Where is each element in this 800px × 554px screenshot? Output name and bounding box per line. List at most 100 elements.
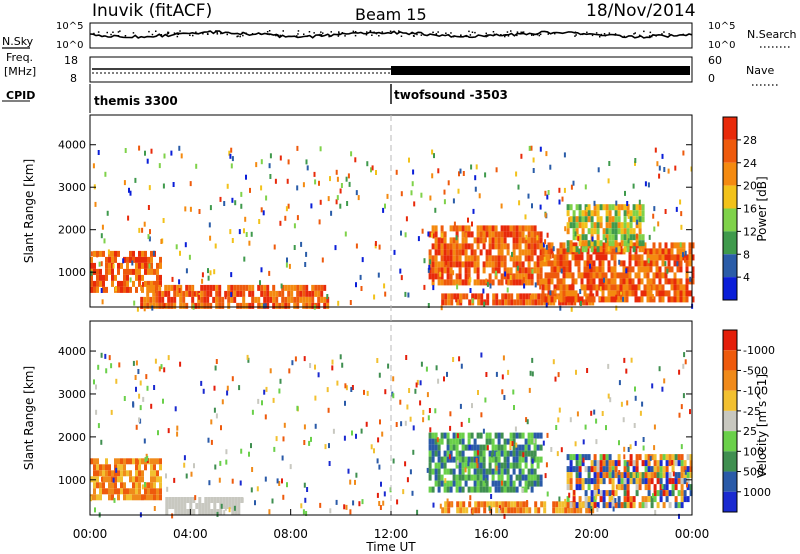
data-cell	[577, 236, 580, 242]
data-cell	[114, 476, 117, 483]
data-cell	[605, 454, 609, 461]
data-cell	[605, 502, 609, 509]
data-cell	[629, 478, 633, 485]
data-cell	[172, 182, 175, 187]
data-cell	[605, 210, 609, 217]
data-cell	[467, 468, 471, 475]
data-cell	[449, 450, 453, 457]
data-cell	[135, 262, 138, 269]
data-cell	[611, 478, 615, 485]
data-cell	[443, 462, 447, 469]
data-cell	[97, 150, 100, 155]
data-cell	[443, 480, 447, 487]
data-cell	[632, 502, 636, 509]
data-cell	[664, 290, 668, 297]
data-cell	[615, 247, 618, 253]
data-cell	[303, 440, 306, 445]
data-cell	[455, 456, 459, 463]
data-cell	[672, 471, 675, 477]
nsearch-dot	[682, 33, 684, 36]
data-cell	[479, 462, 483, 469]
data-cell	[93, 280, 96, 287]
data-cell	[578, 472, 582, 479]
data-cell	[296, 145, 299, 151]
data-cell	[319, 146, 322, 152]
data-cell	[215, 413, 218, 419]
data-cell	[138, 494, 141, 501]
data-cell	[623, 222, 627, 229]
data-cell	[575, 466, 579, 473]
data-cell	[644, 484, 648, 491]
data-cell	[428, 456, 432, 463]
nsearch-dot	[574, 35, 576, 37]
data-cell	[598, 296, 601, 302]
data-cell	[129, 488, 132, 495]
data-cell	[227, 296, 231, 303]
data-cell	[266, 284, 270, 291]
data-cell	[213, 269, 216, 275]
data-cell	[488, 255, 492, 262]
data-cell	[616, 272, 620, 279]
data-cell	[685, 284, 689, 291]
data-cell	[530, 255, 534, 262]
data-cell	[351, 385, 354, 390]
data-cell	[611, 496, 615, 503]
data-cell	[593, 473, 596, 479]
data-cell	[266, 296, 270, 303]
data-cell	[524, 480, 528, 487]
data-cell	[251, 296, 255, 303]
data-cell	[302, 284, 306, 291]
data-cell	[117, 268, 120, 275]
data-cell	[587, 210, 591, 217]
data-cell	[542, 242, 545, 248]
data-cell	[573, 489, 576, 495]
data-cell	[96, 482, 99, 489]
data-cell	[425, 366, 428, 372]
data-cell	[541, 248, 545, 255]
data-cell	[664, 254, 668, 261]
data-cell	[526, 419, 529, 425]
data-cell	[314, 423, 317, 429]
data-cell	[482, 468, 486, 475]
data-cell	[503, 486, 507, 493]
data-cell	[134, 177, 137, 183]
data-cell	[661, 296, 665, 303]
data-cell	[494, 486, 498, 493]
data-cell	[495, 293, 499, 300]
power-colorbar-label: Power [dB]	[755, 176, 769, 241]
data-cell	[607, 284, 611, 291]
data-cell	[154, 358, 157, 364]
data-cell	[247, 357, 250, 363]
data-cell	[497, 486, 501, 493]
data-cell	[103, 238, 106, 244]
nsearch-dot	[603, 33, 606, 35]
data-cell	[198, 509, 202, 515]
data-cell	[562, 254, 566, 261]
data-cell	[449, 255, 453, 262]
data-cell	[471, 221, 473, 227]
data-cell	[625, 272, 629, 279]
data-cell	[331, 359, 334, 365]
data-cell	[221, 296, 225, 303]
nsearch-dot	[651, 35, 653, 38]
data-cell	[399, 268, 402, 274]
data-cell	[646, 254, 650, 261]
data-cell	[302, 302, 306, 309]
data-cell	[313, 171, 316, 177]
data-cell	[473, 480, 477, 487]
data-cell	[533, 267, 537, 274]
data-cell	[582, 439, 585, 445]
data-cell	[455, 438, 459, 445]
data-cell	[470, 249, 474, 256]
data-cell	[157, 430, 159, 436]
data-cell	[646, 266, 650, 273]
data-cell	[587, 466, 591, 473]
data-cell	[302, 290, 306, 297]
nsearch-dot	[106, 31, 108, 34]
data-cell	[620, 204, 624, 211]
data-cell	[506, 438, 510, 445]
nsearch-dot	[668, 33, 670, 35]
nsearch-dot	[241, 31, 244, 34]
data-cell	[643, 284, 647, 291]
data-cell	[665, 478, 669, 485]
